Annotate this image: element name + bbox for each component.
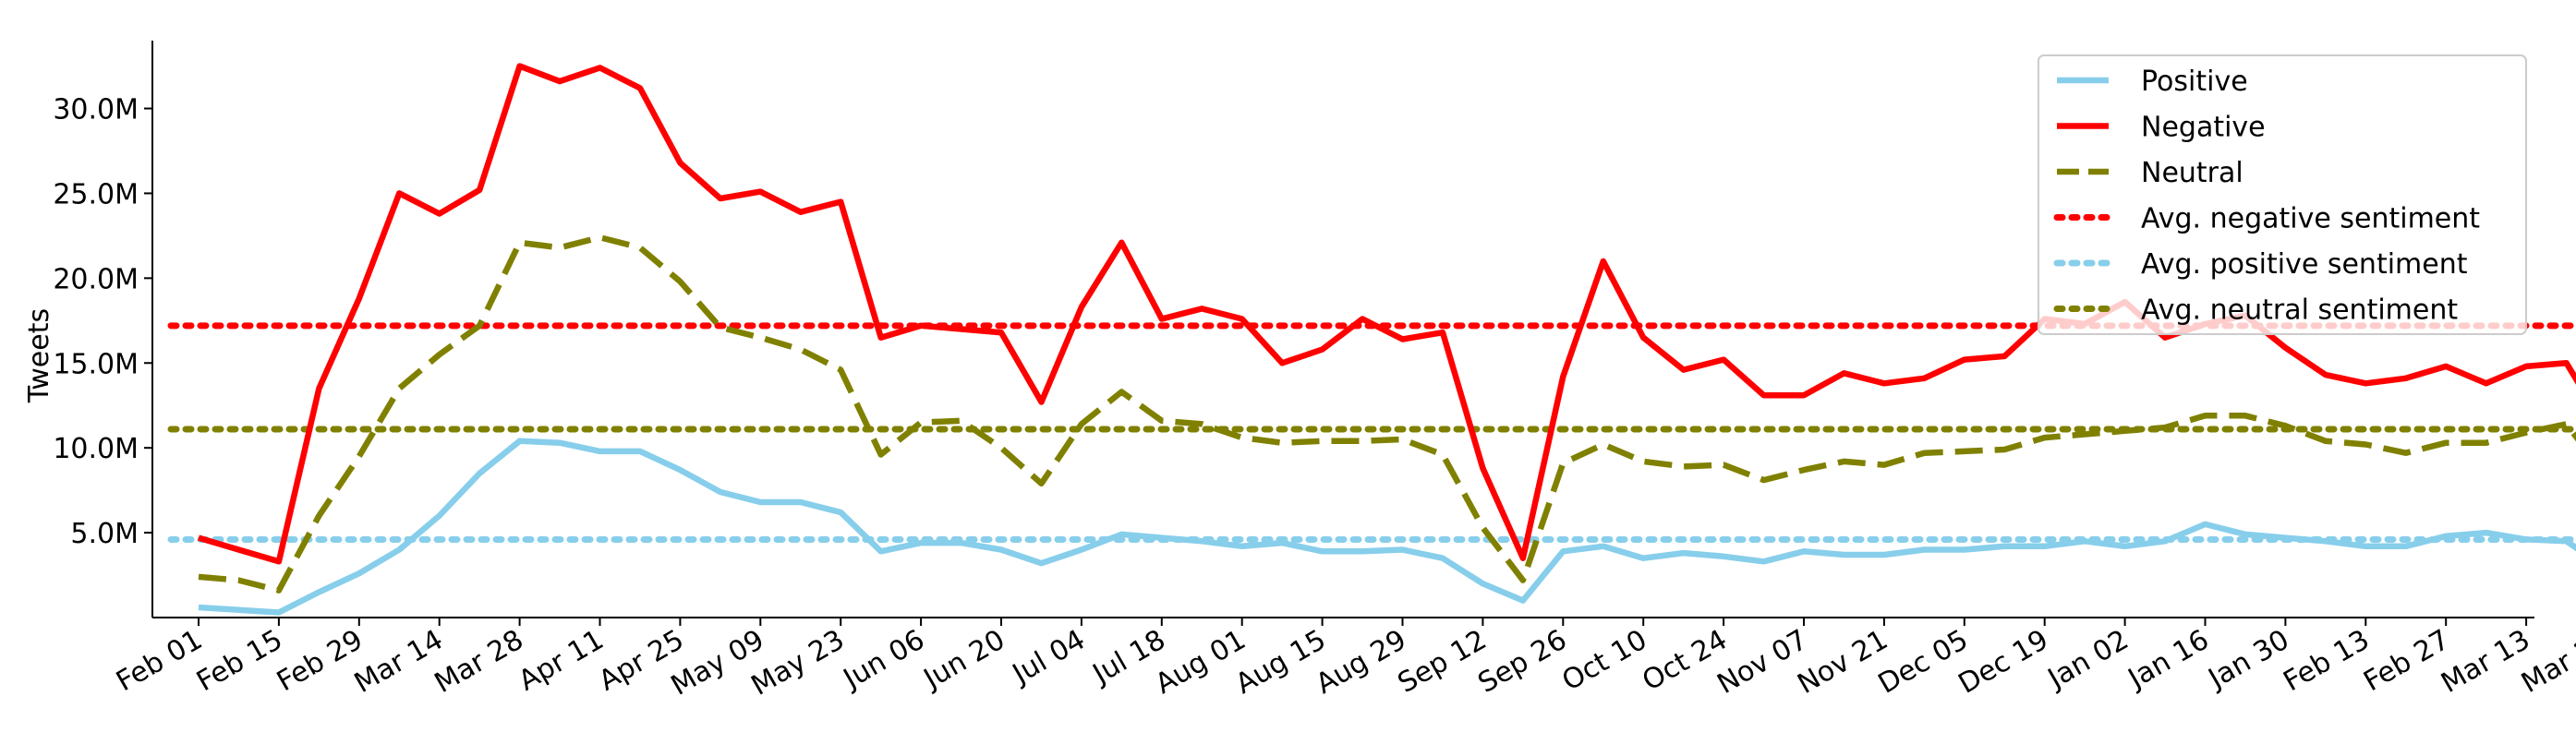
legend: Positive Negative Neutral Avg. negative sen… <box>2038 54 2527 335</box>
y-tick-label: 5.0M <box>70 518 139 550</box>
x-tick-label: Mar 28 <box>429 624 529 700</box>
y-tick-label: 15.0M <box>53 348 139 380</box>
y-tick-label: 25.0M <box>53 178 139 210</box>
legend-label-avg-negative-sentiment: Avg. negative sentiment <box>2141 203 2480 235</box>
x-tick-label: Mar 13 <box>2436 624 2535 700</box>
x-tick-label: Mar 14 <box>349 624 449 700</box>
y-tick-label: 20.0M <box>53 263 139 295</box>
x-tick-label: Nov 21 <box>1792 624 1893 701</box>
x-tick-label: Feb 13 <box>2278 624 2375 699</box>
legend-entries: Positive Negative Neutral Avg. negative sen… <box>2053 66 2480 327</box>
y-axis-label: Tweets <box>23 308 55 403</box>
series-line-positive <box>198 438 2576 616</box>
x-tick-label: Jan 30 <box>2202 624 2295 696</box>
x-tick-label: Feb 29 <box>272 624 369 699</box>
legend-label-positive: Positive <box>2141 66 2248 98</box>
x-tick-label: Aug 29 <box>1311 624 1412 701</box>
x-tick-label: Oct 24 <box>1637 624 1733 698</box>
x-tick-label: May 09 <box>666 624 770 702</box>
legend-label-neutral: Neutral <box>2141 157 2243 189</box>
x-tick-label: Dec 05 <box>1873 624 1974 701</box>
x-tick-label: Sep 12 <box>1393 624 1493 700</box>
x-tick-label: Apr 11 <box>514 624 610 698</box>
x-tick-label: Feb 27 <box>2358 624 2455 699</box>
x-tick-label: Jan 16 <box>2122 624 2215 696</box>
x-tick-label: May 23 <box>746 624 851 702</box>
x-tick-label: Jun 06 <box>837 624 930 697</box>
x-tick-label: Jun 20 <box>917 624 1010 697</box>
y-tick-label: 10.0M <box>53 433 139 465</box>
legend-frame <box>2038 54 2527 335</box>
x-tick-label: Jul 04 <box>1006 624 1091 691</box>
axes <box>151 41 2534 618</box>
x-tick-label: Aug 15 <box>1230 624 1332 701</box>
series-line-neutral <box>198 234 2576 594</box>
x-tick-label: Oct 10 <box>1556 624 1652 698</box>
y-tick-label: 30.0M <box>53 94 139 126</box>
x-tick-label: Aug 01 <box>1150 624 1252 701</box>
x-tick-label: Feb 01 <box>111 624 208 699</box>
x-tick-label: Dec 19 <box>1953 624 2054 701</box>
x-tick-label: Feb 15 <box>191 624 288 699</box>
x-tick-label: Sep 26 <box>1473 624 1573 700</box>
x-tick-label: Jan 02 <box>2041 624 2135 696</box>
y-ticks: 5.0M 10.0M 15.0M 20.0M 25.0M 30.0M <box>53 94 152 550</box>
legend-label-avg-neutral-sentiment: Avg. neutral sentiment <box>2141 294 2458 327</box>
x-tick-label: Nov 07 <box>1711 624 1813 701</box>
legend-label-avg-positive-sentiment: Avg. positive sentiment <box>2141 248 2468 281</box>
legend-label-negative: Negative <box>2141 112 2266 144</box>
